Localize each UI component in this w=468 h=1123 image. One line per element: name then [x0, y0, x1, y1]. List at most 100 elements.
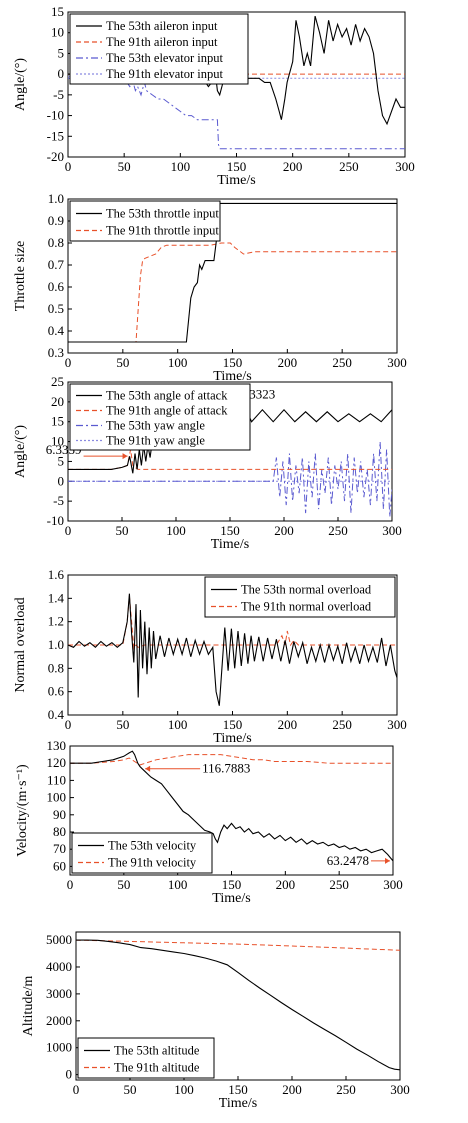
panel-5-ytick-label: 130: [47, 738, 67, 753]
panel-5-ytick-label: 60: [53, 858, 66, 873]
panel-4-xtick-label: 300: [387, 717, 407, 732]
panel-4-y-axis-label: Normal overload: [13, 597, 28, 692]
panel-5-ytick-label: 110: [47, 772, 66, 787]
panel-3-legend-label-1: The 53th angle of attack: [106, 389, 228, 403]
panel-5-annotation-label: 63.2478: [327, 853, 369, 868]
panel-2-x-axis-label: Time/s: [213, 369, 251, 384]
panel-1-ytick-label: 0: [58, 66, 65, 81]
panel-5-legend-label-1: The 53th velocity: [108, 839, 197, 853]
panel-1-ytick-label: 10: [51, 25, 64, 40]
panel-1-xtick-label: 200: [283, 159, 303, 174]
panel-3-xtick-label: 250: [328, 523, 348, 538]
panel-5-annotation-arrowhead: [385, 857, 390, 864]
panel-5-legend-box: [71, 832, 213, 874]
panel-3-legend-label-4: The 91th yaw angle: [106, 434, 205, 448]
panel-6-series-2-line: [76, 939, 400, 951]
panel-1-ytick-label: -15: [47, 128, 64, 143]
panel-3-x-axis-label: Time/s: [211, 537, 249, 552]
panel-3-xtick-label: 200: [274, 523, 294, 538]
panel-2-ytick-label: 0.9: [48, 213, 64, 228]
panel-1-legend-label-2: The 91th aileron input: [106, 35, 218, 49]
panel-5-ytick-label: 100: [47, 790, 67, 805]
panel-3-xtick-label: 300: [382, 523, 402, 538]
panel-3-ytick-label: 5: [58, 453, 65, 468]
panel-6-xtick-label: 50: [124, 1082, 137, 1097]
panel-2-y-axis-label: Throttle size: [13, 241, 28, 311]
panel-2-ytick-label: 0.6: [48, 279, 65, 294]
panel-3-ytick-label: 15: [51, 414, 64, 429]
panel-6-series-1-line: [76, 939, 400, 1071]
panel-2-xtick-label: 0: [65, 355, 72, 370]
panel-4-xtick-label: 200: [278, 717, 298, 732]
panel-3-ytick-label: -5: [53, 493, 64, 508]
panel-2-xtick-label: 50: [116, 355, 129, 370]
panel-1-xtick-label: 50: [118, 159, 131, 174]
panel-4-xtick-label: 150: [223, 717, 243, 732]
panel-3-xtick-label: 0: [65, 523, 72, 538]
panel-6-xtick-label: 150: [228, 1082, 248, 1097]
panel-2-xtick-label: 250: [332, 355, 352, 370]
panel-6-x-axis-label: Time/s: [219, 1096, 257, 1111]
panel-6-xtick-label: 200: [282, 1082, 302, 1097]
panel-5-ytick-label: 70: [53, 841, 66, 856]
panel-6-xtick-label: 250: [336, 1082, 356, 1097]
panel-3-ytick-label: 10: [51, 434, 64, 449]
panel-6-legend-label-1: The 53th altitude: [114, 1044, 200, 1058]
panel-5-ytick-label: 80: [53, 824, 66, 839]
panel-5-xtick-label: 250: [329, 877, 349, 892]
panel-2-legend-label-2: The 91th throttle input: [106, 224, 219, 238]
panel-6-ytick-label: 2000: [46, 1013, 72, 1028]
panel-2-series-2-line: [68, 242, 397, 343]
panel-6-xtick-label: 300: [390, 1082, 410, 1097]
panel-1-ytick-label: -10: [47, 108, 64, 123]
panel-6-legend-label-2: The 91th altitude: [114, 1061, 200, 1075]
panel-4-ytick-label: 0.6: [48, 684, 65, 699]
panel-4-ytick-label: 0.4: [48, 707, 65, 722]
panel-4-ytick-label: 1.6: [48, 567, 65, 582]
panel-4-x-axis-label: Time/s: [213, 731, 251, 746]
panel-3-series-3-line: [68, 441, 392, 518]
panel-2-ytick-label: 0.5: [48, 301, 64, 316]
panel-3-legend-label-3: The 53th yaw angle: [106, 419, 205, 433]
panel-6-ytick-label: 5000: [46, 932, 72, 947]
panel-5-xtick-label: 50: [117, 877, 130, 892]
panel-1-legend-label-4: The 91th elevator input: [106, 67, 224, 81]
panel-1-x-axis-label: Time/s: [217, 173, 255, 188]
panel-3-xtick-label: 100: [166, 523, 186, 538]
panel-5-xtick-label: 150: [222, 877, 242, 892]
panel-4-xtick-label: 100: [168, 717, 188, 732]
panel-3-series-2-line: [68, 449, 392, 470]
panel-6-ytick-label: 0: [66, 1067, 73, 1082]
panel-6-legend-box: [77, 1037, 215, 1079]
panel-1-xtick-label: 100: [171, 159, 191, 174]
panel-5-xtick-label: 0: [67, 877, 74, 892]
panel-5-ytick-label: 120: [47, 755, 67, 770]
panel-3-ytick-label: 0: [58, 473, 65, 488]
panel-4-legend-box: [204, 576, 396, 618]
panel-1-legend-label-1: The 53th aileron input: [106, 19, 218, 33]
panel-1-ytick-label: -20: [47, 149, 64, 164]
panel-2-ytick-label: 0.3: [48, 345, 64, 360]
panel-1-ytick-label: 5: [58, 45, 65, 60]
panel-5-legend-label-2: The 91th velocity: [108, 856, 197, 870]
panel-4-xtick-label: 250: [332, 717, 352, 732]
panel-1-legend-label-3: The 53th elevator input: [106, 51, 224, 65]
panel-4-ytick-label: 0.8: [48, 660, 64, 675]
panel-5-series-2-line: [70, 754, 393, 766]
panel-3-y-axis-label: Angle/(°): [13, 425, 28, 478]
panel-6-xtick-label: 0: [73, 1082, 80, 1097]
panel-1-ytick-label: 15: [51, 4, 64, 19]
panel-4-xtick-label: 50: [116, 717, 129, 732]
panel-3-ytick-label: 20: [51, 394, 64, 409]
panel-5-annotation-arrowhead: [145, 765, 151, 772]
panel-4-ytick-label: 1.0: [48, 637, 64, 652]
panel-2-legend-box: [69, 200, 221, 242]
panel-5-ytick-label: 90: [53, 807, 66, 822]
panel-3-xtick-label: 50: [116, 523, 129, 538]
panel-3-legend-label-2: The 91th angle of attack: [106, 404, 228, 418]
panel-5-x-axis-label: Time/s: [212, 891, 250, 906]
panel-2-xtick-label: 150: [223, 355, 243, 370]
panel-5-xtick-label: 200: [276, 877, 296, 892]
